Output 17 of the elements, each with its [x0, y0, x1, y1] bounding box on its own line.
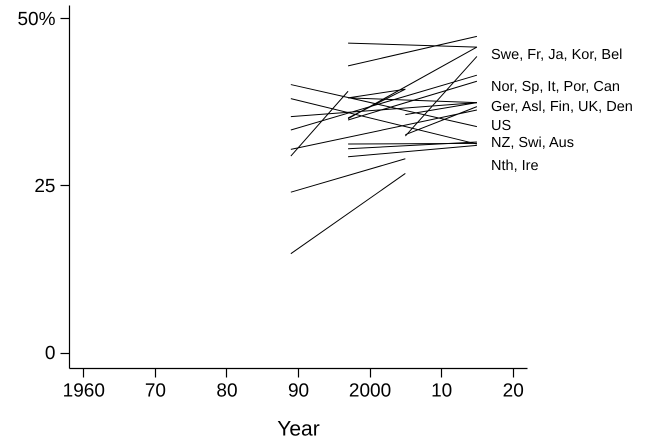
- x-tick-label: 2000: [348, 380, 392, 402]
- x-axis-title: Year: [277, 418, 320, 440]
- annotation: US: [491, 118, 512, 134]
- y-tick-label: 0: [44, 343, 56, 364]
- x-tick-label: 1960: [62, 380, 105, 402]
- annotation: Nor, Sp, It, Por, Can: [491, 79, 620, 95]
- x-tick-label: 20: [502, 380, 524, 402]
- y-tick-label: 50%: [17, 8, 56, 30]
- x-tick-label: 10: [431, 380, 452, 402]
- annotation: NZ, Swi, Aus: [491, 135, 574, 151]
- annotation: Nth, Ire: [491, 158, 539, 174]
- x-tick-label: 90: [288, 380, 310, 402]
- y-tick-label: 25: [34, 176, 56, 197]
- x-tick-label: 80: [216, 380, 238, 402]
- x-tick-label: 70: [144, 380, 166, 402]
- annotation: Ger, Asl, Fin, UK, Den: [491, 99, 633, 115]
- annotation: Swe, Fr, Ja, Kor, Bel: [491, 47, 622, 63]
